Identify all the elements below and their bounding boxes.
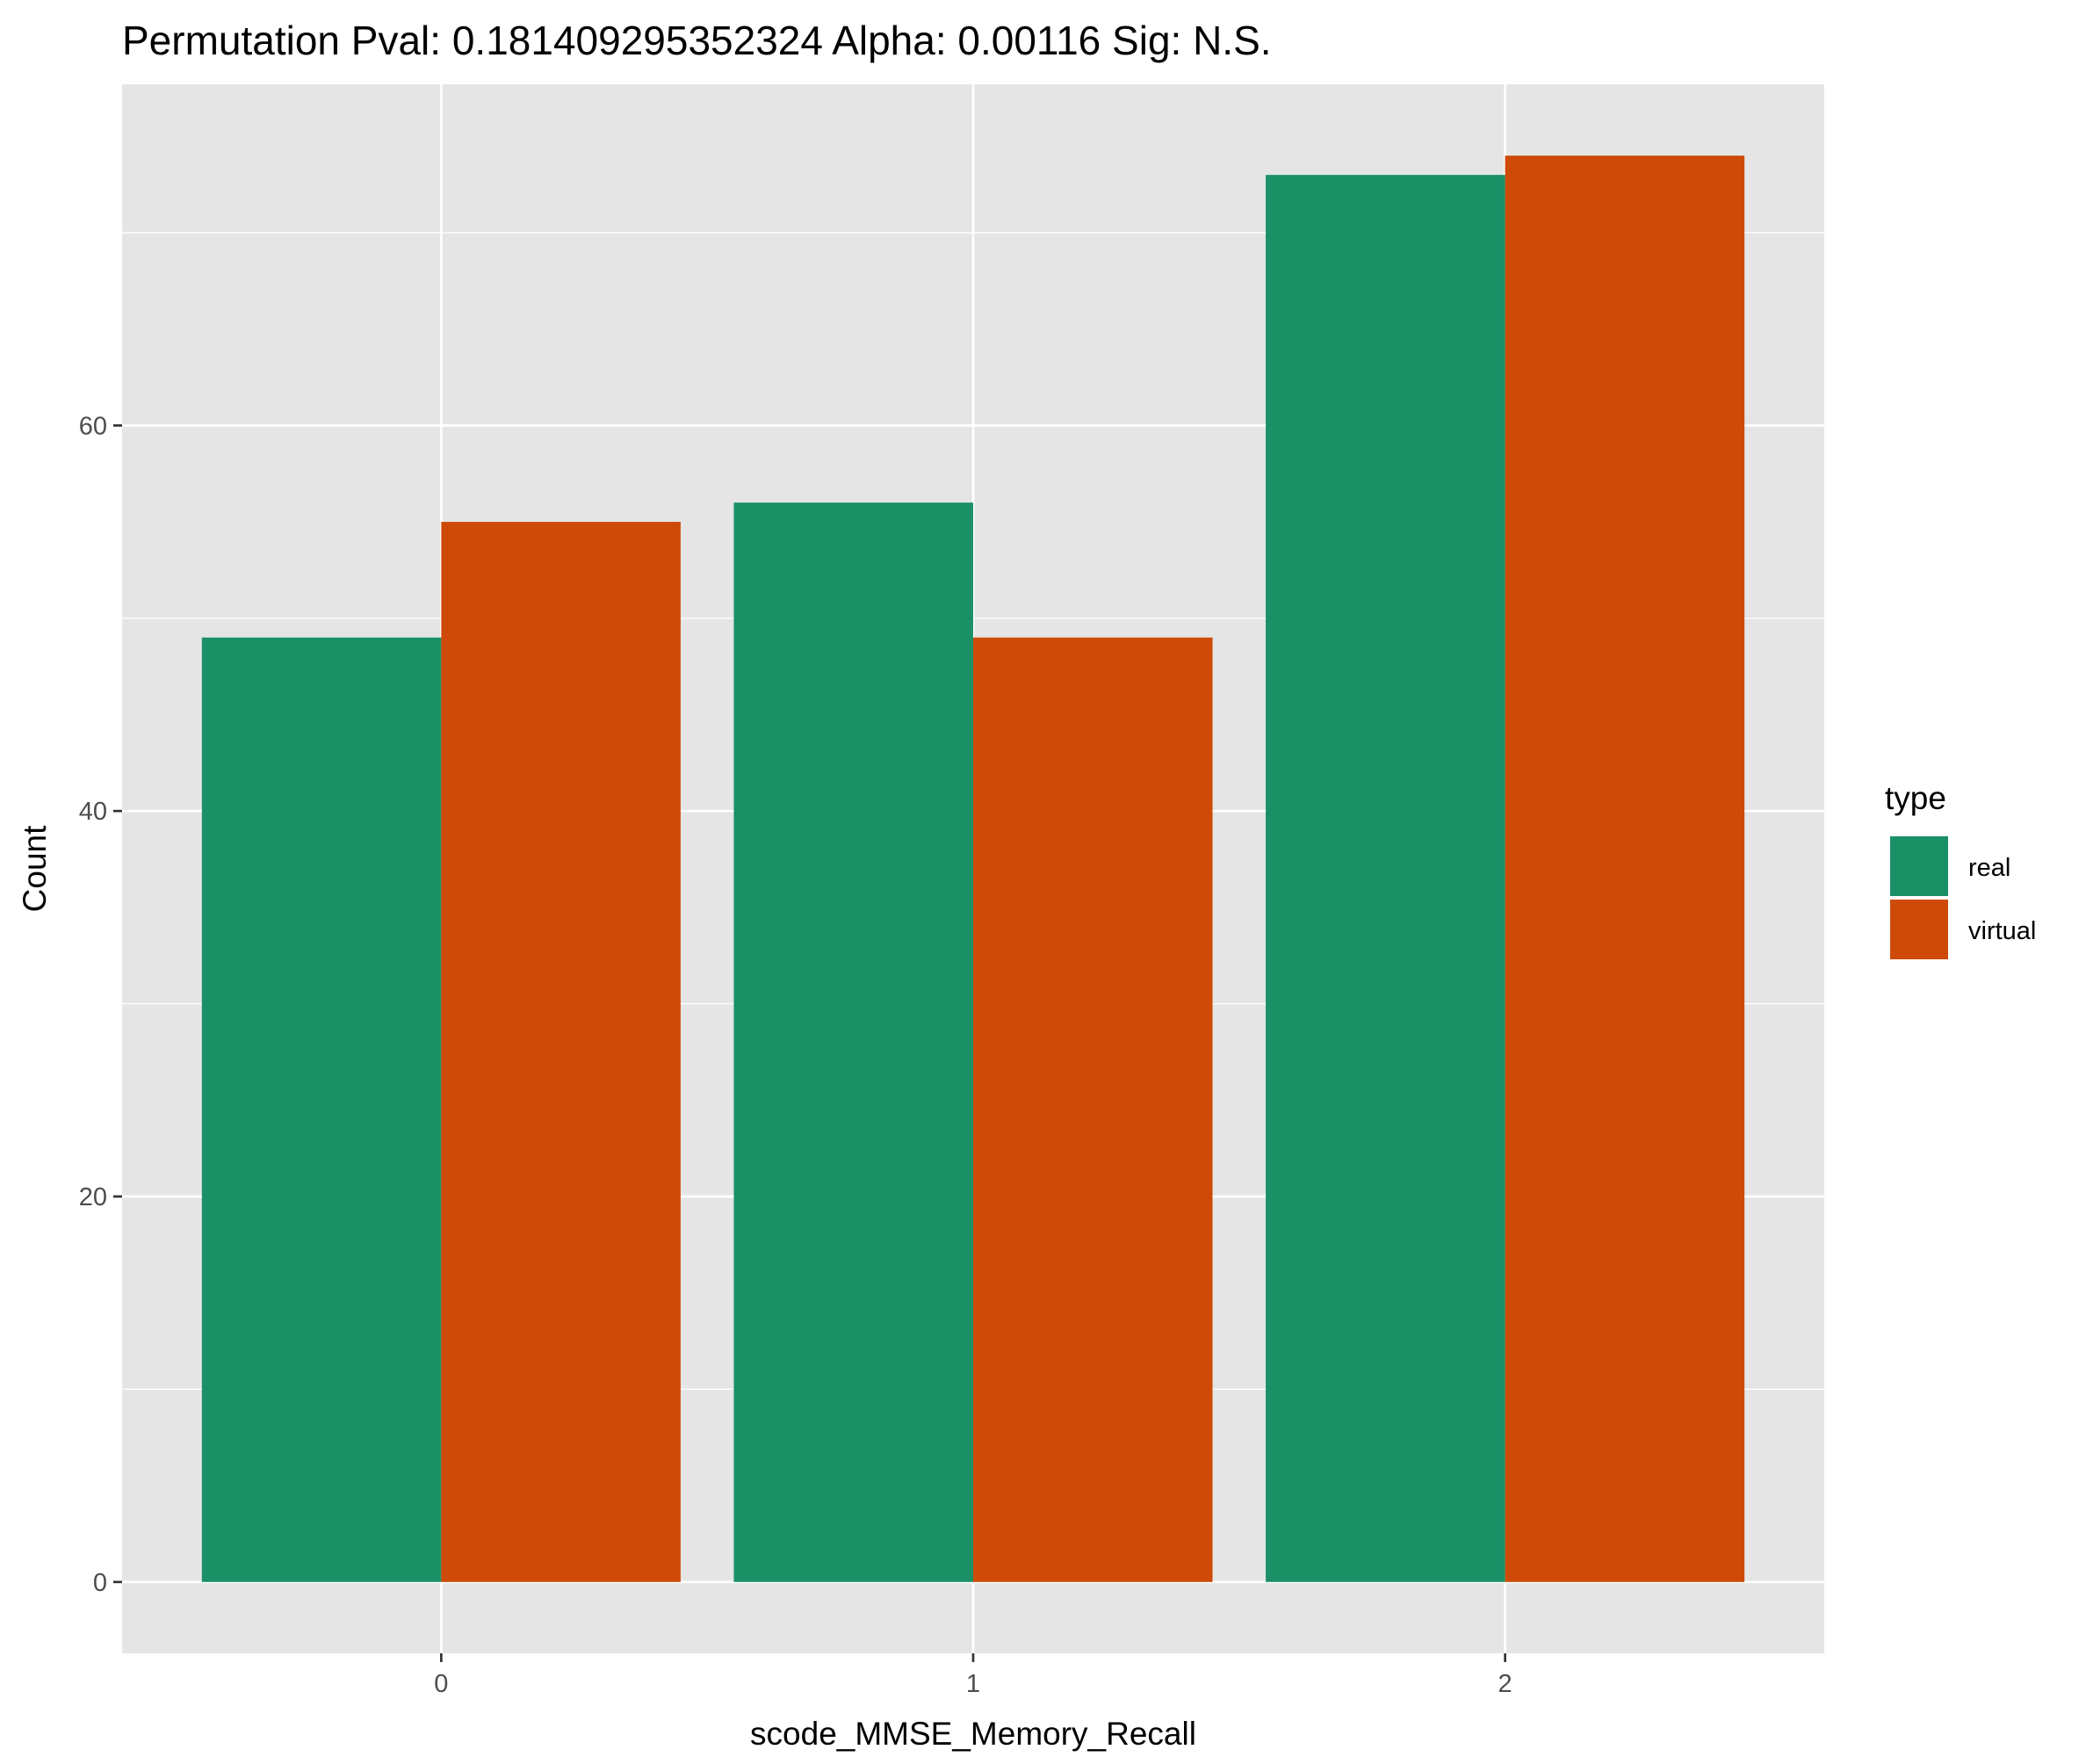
bar-real-1 xyxy=(733,502,973,1582)
legend: type real virtual xyxy=(1885,780,2036,961)
y-tick-label: 20 xyxy=(79,1183,107,1211)
x-tick-label: 1 xyxy=(966,1670,980,1698)
y-axis: 0 20 40 60 xyxy=(79,412,122,1597)
bar-virtual-0 xyxy=(441,522,681,1582)
x-tick-label: 0 xyxy=(434,1670,448,1698)
legend-title: type xyxy=(1885,780,1946,816)
y-tick-label: 60 xyxy=(79,412,107,440)
legend-label-real: real xyxy=(1968,854,2010,882)
x-axis-title: scode_MMSE_Memory_Recall xyxy=(750,1716,1196,1752)
bar-virtual-1 xyxy=(973,637,1213,1582)
legend-label-virtual: virtual xyxy=(1968,917,2036,945)
chart-title: Permutation Pval: 0.181409295352324 Alph… xyxy=(122,18,1272,63)
y-axis-title: Count xyxy=(17,825,53,912)
bars xyxy=(201,155,1745,1582)
legend-key-virtual xyxy=(1888,898,1950,961)
bar-real-2 xyxy=(1266,175,1505,1582)
x-tick-label: 2 xyxy=(1498,1670,1512,1698)
bar-virtual-2 xyxy=(1505,155,1745,1582)
y-tick-label: 40 xyxy=(79,798,107,826)
y-tick-label: 0 xyxy=(93,1569,107,1597)
legend-key-real xyxy=(1888,835,1950,898)
bar-real-0 xyxy=(201,637,442,1582)
x-axis: 0 1 2 xyxy=(434,1653,1512,1698)
